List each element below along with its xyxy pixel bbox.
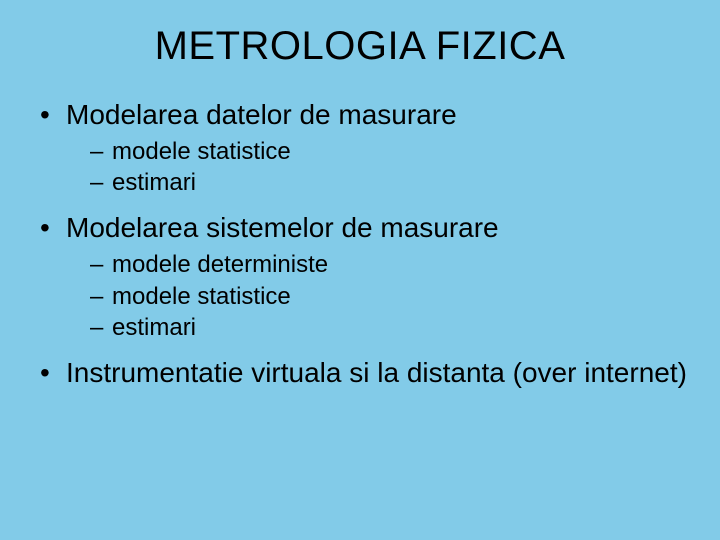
bullet-list: Modelarea datelor de masurare modele sta… — [36, 97, 690, 390]
bullet-text: Modelarea datelor de masurare — [66, 99, 457, 130]
slide-title: METROLOGIA FIZICA — [30, 24, 690, 69]
sub-list-item: modele statistice — [90, 136, 690, 167]
sub-list-item: estimari — [90, 312, 690, 343]
sub-list-item: modele statistice — [90, 281, 690, 312]
list-item: Modelarea datelor de masurare modele sta… — [36, 97, 690, 198]
sub-list-item: estimari — [90, 167, 690, 198]
bullet-text: Modelarea sistemelor de masurare — [66, 212, 499, 243]
bullet-text: Instrumentatie virtuala si la distanta (… — [66, 357, 687, 388]
sub-list: modele deterministe modele statistice es… — [90, 249, 690, 343]
list-item: Modelarea sistemelor de masurare modele … — [36, 210, 690, 343]
slide: METROLOGIA FIZICA Modelarea datelor de m… — [0, 0, 720, 540]
sub-list-item: modele deterministe — [90, 249, 690, 280]
sub-list: modele statistice estimari — [90, 136, 690, 198]
list-item: Instrumentatie virtuala si la distanta (… — [36, 355, 690, 390]
